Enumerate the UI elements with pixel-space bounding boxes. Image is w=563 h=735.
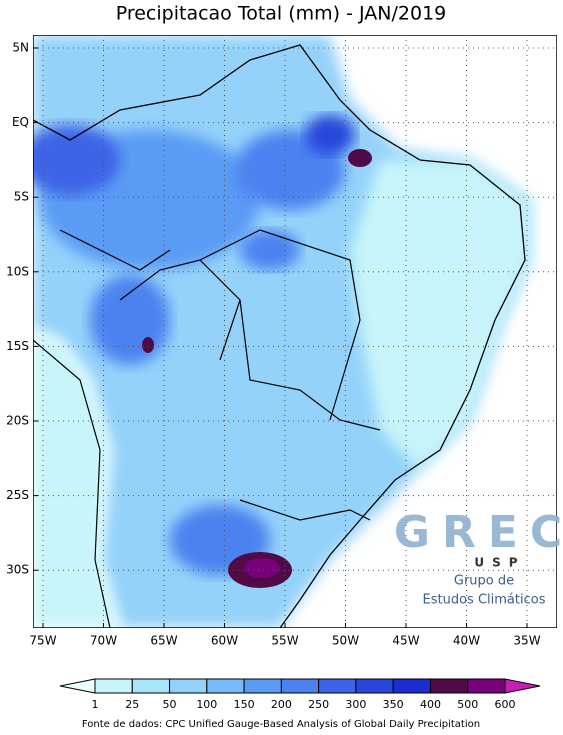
lon-label: 75W — [29, 634, 56, 648]
borders — [33, 229, 381, 628]
lat-label: 20S — [6, 414, 29, 428]
precip-field — [305, 115, 355, 155]
lat-label: 5S — [14, 190, 29, 204]
colorbar-box — [243, 678, 282, 694]
colorbar-box — [280, 678, 320, 694]
colorbar-label: 1 — [92, 698, 99, 711]
lon-label: 45W — [392, 634, 419, 648]
colorbar-label: 100 — [196, 698, 217, 711]
colorbar-box — [169, 678, 208, 694]
lon-label: 65W — [150, 634, 177, 648]
lat-label: 15S — [6, 339, 29, 353]
lat-label: EQ — [12, 115, 29, 129]
colorbar-box — [94, 678, 133, 694]
lon-label: 70W — [90, 634, 117, 648]
precip-field — [350, 160, 530, 470]
colorbar-high — [504, 678, 541, 694]
logo: GREC USP Grupo de Estudos Climáticos — [394, 507, 563, 608]
logo-sub: USP — [474, 556, 525, 570]
logo-line2: Estudos Climáticos — [423, 593, 546, 608]
colorbar-box — [355, 678, 394, 694]
colorbar-label: 300 — [345, 698, 366, 711]
colorbar-label: 250 — [308, 698, 329, 711]
coastline — [33, 44, 526, 628]
colorbar-label: 350 — [383, 698, 404, 711]
colorbar-label: 150 — [234, 698, 255, 711]
colorbar-label: 500 — [457, 698, 478, 711]
colorbar: 1 25 50 100 150 200 250 300 350 400 500 600 — [59, 678, 541, 711]
precip-field — [33, 330, 120, 628]
lat-label: 25S — [6, 488, 29, 502]
graticule: 5N EQ 5S 10S 15S 20S 25S 30S 75W 70W 65W 60W 55W 50W 4… — [6, 35, 557, 648]
precip-field — [142, 337, 154, 353]
lon-label: 55W — [271, 634, 298, 648]
precip-field — [348, 149, 372, 167]
colorbar-low — [59, 678, 96, 694]
precip-field — [244, 558, 280, 578]
map — [33, 35, 557, 628]
logo-line1: Grupo de — [454, 574, 514, 589]
colorbar-label: 600 — [495, 698, 516, 711]
logo-mark: GREC — [394, 507, 563, 558]
precip-field — [33, 125, 120, 195]
colorbar-label: 25 — [125, 698, 139, 711]
title: Precipitacao Total (mm) - JAN/2019 — [116, 3, 447, 25]
colorbar-label: 200 — [271, 698, 292, 711]
colorbar-box — [392, 678, 431, 694]
colorbar-box — [318, 678, 357, 694]
colorbar-box — [429, 678, 469, 694]
colorbar-label: 400 — [420, 698, 441, 711]
lat-label: 10S — [6, 264, 29, 278]
colorbar-box — [467, 678, 506, 694]
lon-label: 35W — [513, 634, 540, 648]
colorbar-box — [206, 678, 245, 694]
lon-label: 50W — [332, 634, 359, 648]
colorbar-label: 50 — [163, 698, 177, 711]
precip-field — [90, 275, 170, 365]
lon-label: 40W — [453, 634, 480, 648]
lat-label: 30S — [6, 563, 29, 577]
source: Fonte de dados: CPC Unified Gauge-Based … — [82, 719, 480, 730]
colorbar-box — [131, 678, 171, 694]
lat-label: 5N — [12, 41, 29, 55]
lon-label: 60W — [211, 634, 238, 648]
